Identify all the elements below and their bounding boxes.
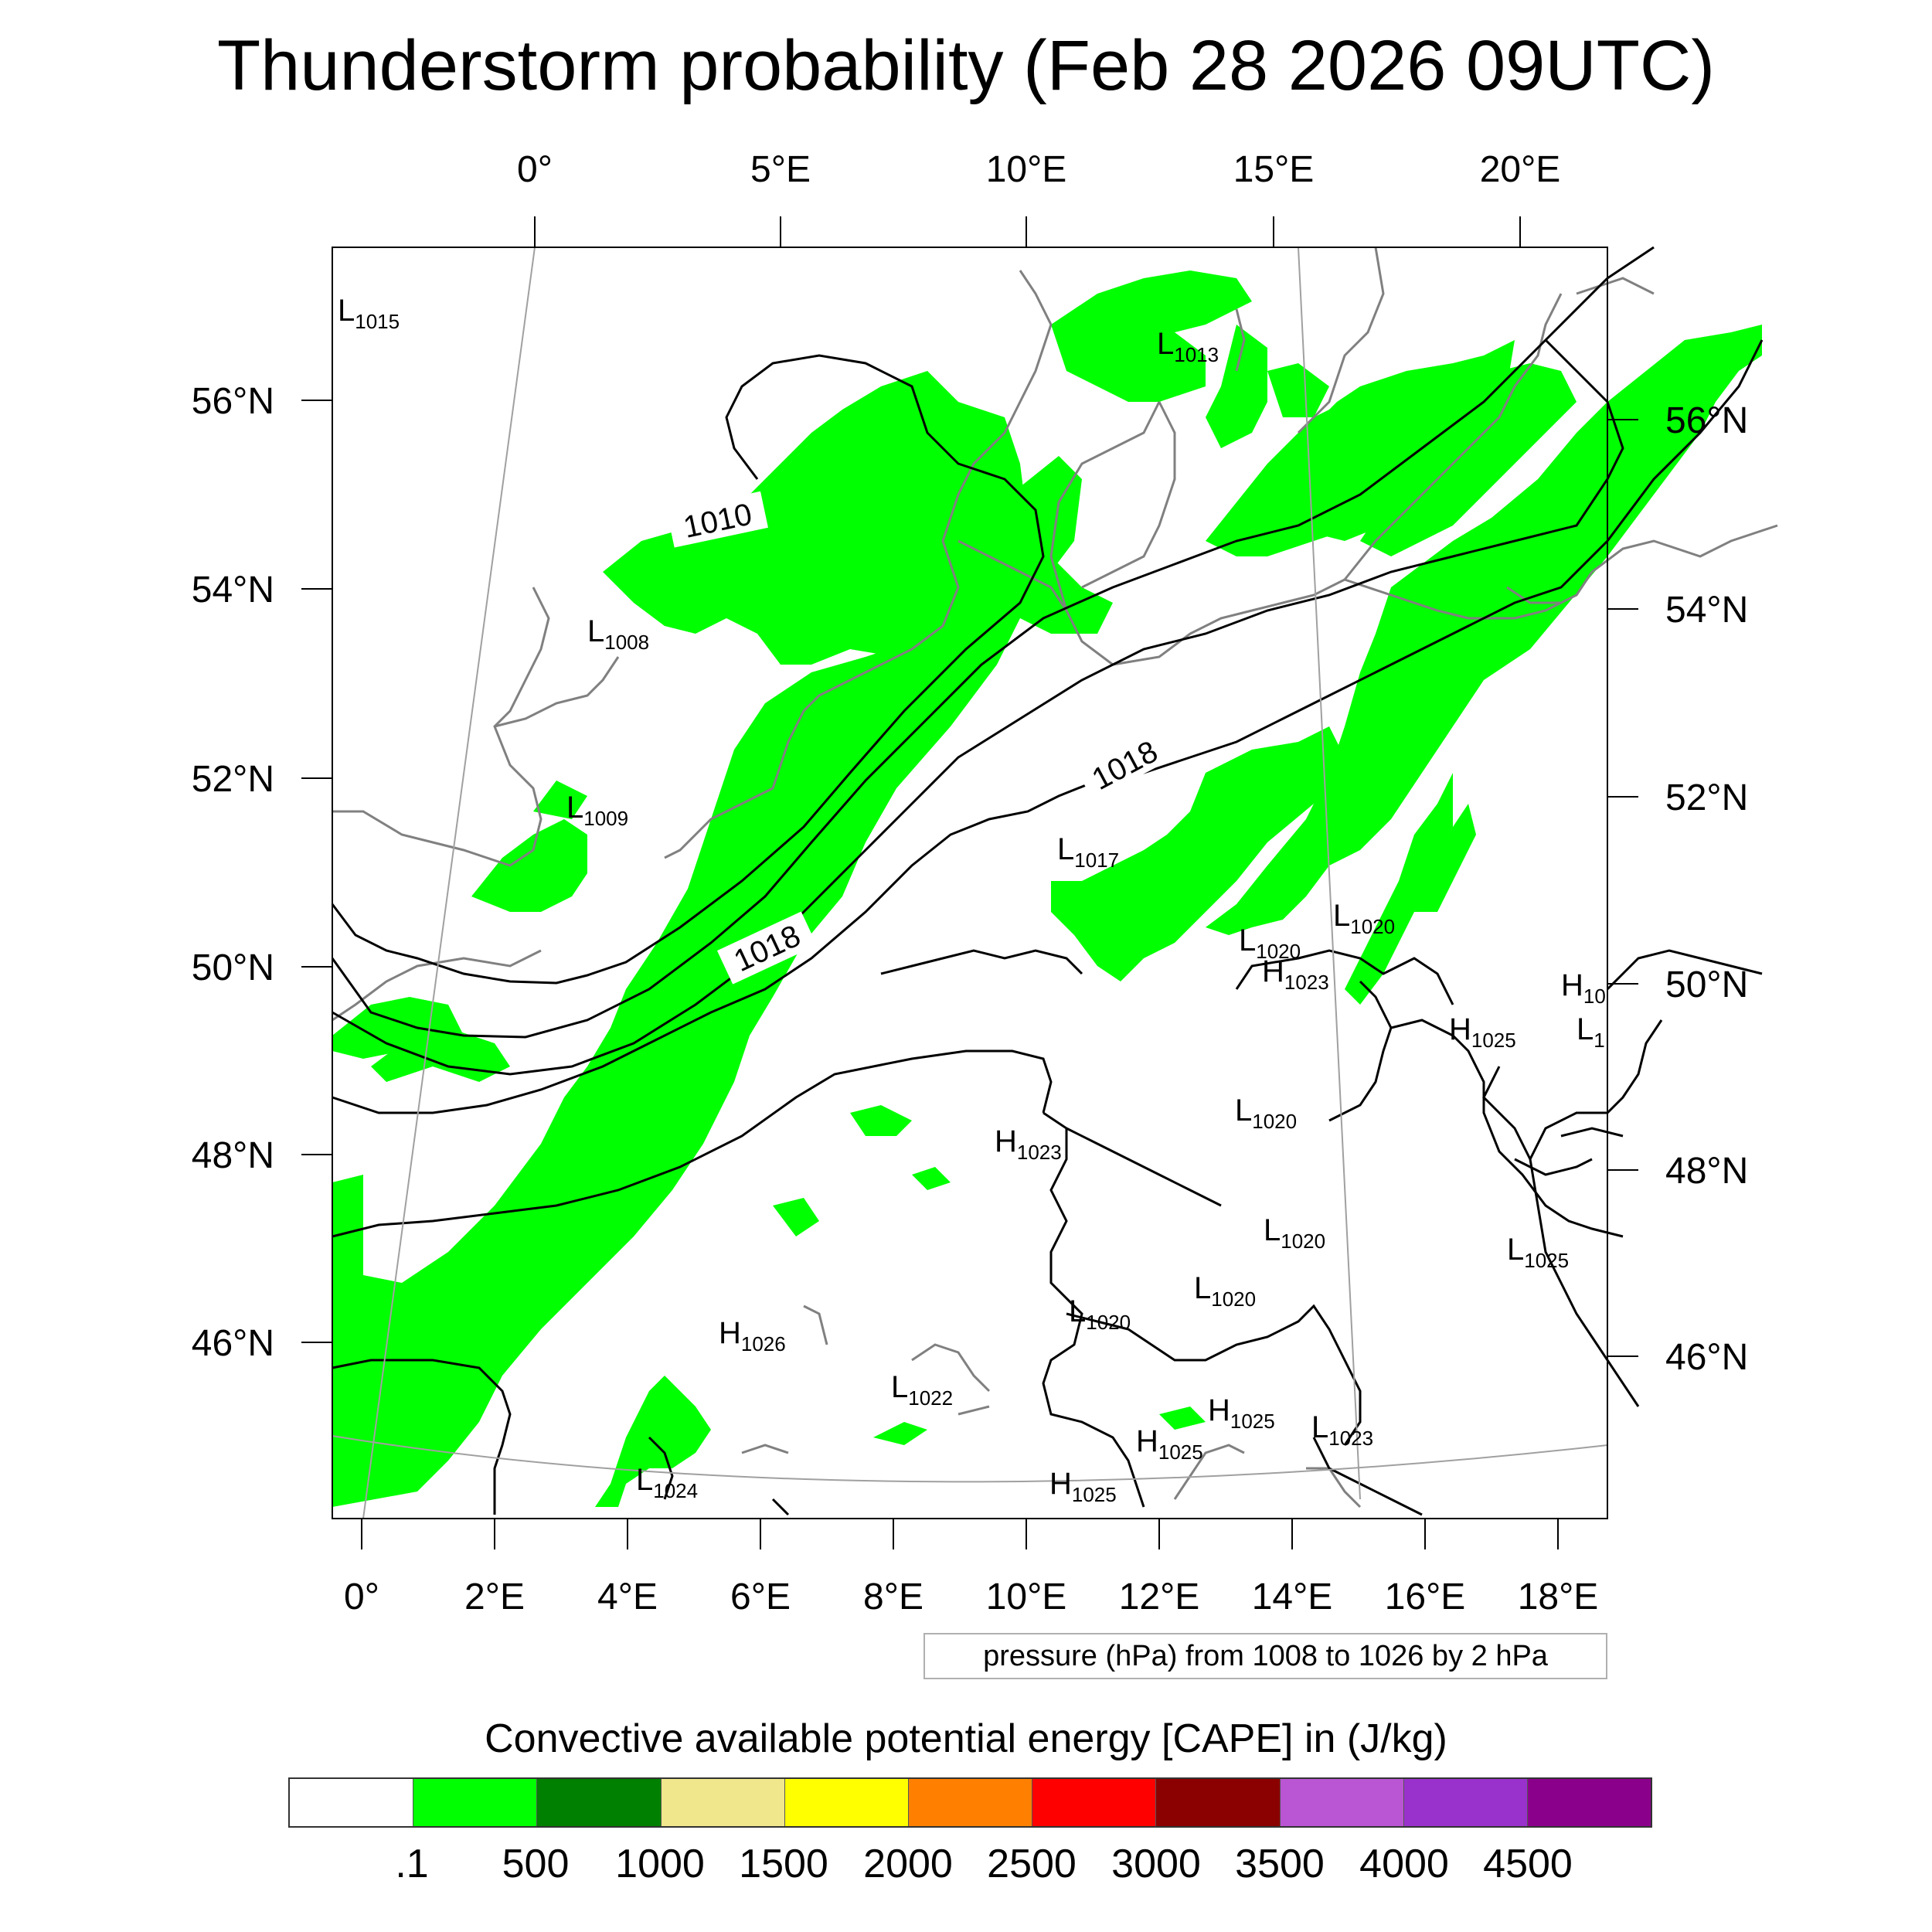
pressure-center: L1015 — [338, 294, 400, 333]
tick-label-bottom: 12°E — [1119, 1577, 1200, 1617]
chart-title: Thunderstorm probability (Feb 28 2026 09… — [216, 26, 1716, 105]
pressure-center: L1020 — [1333, 899, 1395, 938]
pressure-center: L1 — [1577, 1012, 1605, 1052]
colorbar-box — [784, 1779, 909, 1826]
tick-label-right: 56°N — [1665, 400, 1748, 441]
pressure-center: L1020 — [1239, 923, 1301, 963]
tick-label-top: 0° — [517, 149, 553, 190]
tick-label-bottom: 8°E — [863, 1577, 923, 1617]
colorbar-labels: .1 500 1000 1500 2000 2500 3000 3500 400… — [0, 1841, 1932, 1895]
colorbar-label: 3500 — [1235, 1842, 1325, 1886]
tick-marks — [301, 216, 1638, 1549]
contour-info-box: pressure (hPa) from 1008 to 1026 by 2 hP… — [923, 1633, 1607, 1679]
pressure-center: H1025 — [1136, 1424, 1203, 1464]
tick-label-top: 10°E — [986, 149, 1067, 190]
pressure-center: L1009 — [566, 791, 628, 830]
colorbar-box — [413, 1779, 538, 1826]
colorbar-box — [1403, 1779, 1528, 1826]
tick-label-left: 48°N — [192, 1135, 274, 1176]
pressure-center: L1020 — [1069, 1294, 1131, 1334]
colorbar-label: 2500 — [987, 1842, 1077, 1886]
pressure-center: H1025 — [1208, 1393, 1275, 1433]
tick-label-left: 54°N — [192, 570, 274, 611]
tick-label-left: 52°N — [192, 759, 274, 800]
tick-label-right: 48°N — [1665, 1151, 1748, 1192]
tick-label-right: 46°N — [1665, 1337, 1748, 1378]
colorbar-label: 2000 — [863, 1842, 953, 1886]
pressure-center: L1020 — [1194, 1271, 1256, 1311]
colorbar-box — [537, 1779, 662, 1826]
colorbar-label: 500 — [502, 1842, 570, 1886]
pressure-centers: L1015 L1013 L1008 L1009 L1017 L1020 L102… — [338, 294, 1606, 1506]
colorbar-label: .1 — [395, 1842, 429, 1886]
pressure-center: L1023 — [1311, 1410, 1373, 1450]
isobars — [331, 246, 1764, 1516]
colorbar-box — [290, 1779, 414, 1826]
colorbar-box — [1527, 1779, 1651, 1826]
pressure-center: L1024 — [636, 1463, 698, 1502]
tick-label-top: 20°E — [1480, 149, 1561, 190]
colorbar-box — [1156, 1779, 1281, 1826]
colorbar — [288, 1777, 1652, 1828]
colorbar-label: 1500 — [739, 1842, 828, 1886]
pressure-center: H1023 — [995, 1124, 1062, 1164]
colorbar-label: 4500 — [1483, 1842, 1573, 1886]
pressure-center: L1008 — [587, 614, 649, 654]
coastlines — [332, 247, 1778, 1509]
tick-label-bottom: 4°E — [597, 1577, 658, 1617]
tick-label-left: 50°N — [192, 947, 274, 988]
tick-label-left: 46°N — [192, 1323, 274, 1364]
tick-label-bottom: 2°E — [464, 1577, 525, 1617]
colorbar-box — [1280, 1779, 1404, 1826]
cape-shading — [332, 270, 1762, 1507]
tick-label-bottom: 14°E — [1252, 1577, 1333, 1617]
tick-label-bottom: 6°E — [730, 1577, 791, 1617]
colorbar-label: 3000 — [1111, 1842, 1201, 1886]
pressure-center: L1022 — [891, 1370, 953, 1410]
tick-label-top: 5°E — [750, 149, 811, 190]
pressure-center: H1026 — [719, 1316, 786, 1355]
tick-label-right: 50°N — [1665, 964, 1748, 1005]
pressure-center: H1025 — [1049, 1467, 1117, 1506]
graticule — [332, 247, 1608, 1519]
tick-label-left: 56°N — [192, 381, 274, 422]
pressure-center: H1025 — [1449, 1012, 1516, 1052]
colorbar-title: Convective available potential energy [C… — [485, 1716, 1447, 1761]
tick-label-right: 54°N — [1665, 590, 1748, 631]
tick-label-top: 15°E — [1233, 149, 1315, 190]
colorbar-box — [908, 1779, 1033, 1826]
tick-label-bottom: 18°E — [1518, 1577, 1599, 1617]
colorbar-box — [661, 1779, 785, 1826]
tick-label-right: 52°N — [1665, 777, 1748, 818]
colorbar-label: 4000 — [1359, 1842, 1449, 1886]
tick-label-bottom: 16°E — [1385, 1577, 1466, 1617]
colorbar-label: 1000 — [615, 1842, 705, 1886]
pressure-center: L1017 — [1057, 832, 1119, 872]
pressure-center: L1020 — [1235, 1094, 1297, 1133]
colorbar-box — [1032, 1779, 1157, 1826]
pressure-center: L1025 — [1507, 1233, 1569, 1272]
pressure-center: L1020 — [1264, 1213, 1325, 1253]
axis-labels: 0° 5°E 10°E 15°E 20°E 0° 2°E 4°E 6°E 8°E… — [192, 149, 1749, 1617]
pressure-center: H1023 — [1262, 954, 1329, 994]
tick-label-bottom: 0° — [344, 1577, 379, 1617]
pressure-center: H10 — [1561, 968, 1606, 1008]
map-frame — [332, 247, 1608, 1519]
pressure-center: L1013 — [1157, 327, 1219, 366]
tick-label-bottom: 10°E — [986, 1577, 1067, 1617]
